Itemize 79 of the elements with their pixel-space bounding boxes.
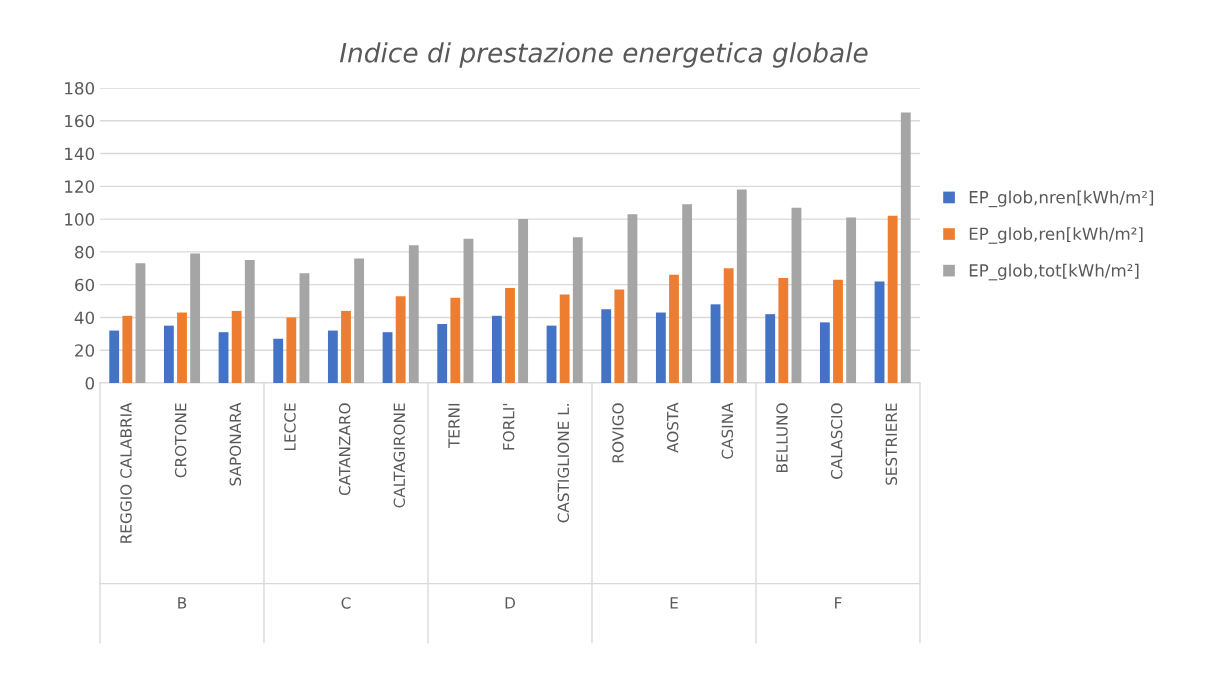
bar <box>395 296 406 383</box>
bar <box>463 238 474 383</box>
bar <box>791 207 802 383</box>
bar <box>874 281 885 383</box>
bar <box>846 217 857 383</box>
legend-label: EP_glob,tot[kWh/m²] <box>969 263 1139 281</box>
bar <box>382 332 393 383</box>
x-tick-label: ROVIGO <box>612 403 624 463</box>
text: C <box>341 597 351 609</box>
bar <box>710 304 721 383</box>
bar <box>341 310 351 383</box>
legend-label: EP_glob,nren[kWh/m²] <box>969 190 1154 208</box>
x-tick-label: CATANZARO <box>338 403 351 496</box>
bar <box>244 260 255 383</box>
text: D <box>505 597 515 609</box>
bar <box>518 219 529 383</box>
bar <box>299 273 310 383</box>
bar <box>408 245 419 383</box>
bar <box>437 324 448 383</box>
y-tick-label: 120 <box>65 180 95 193</box>
bar <box>546 325 557 383</box>
bar <box>723 268 734 383</box>
bar <box>190 253 201 383</box>
y-tick-label: 80 <box>75 245 95 259</box>
bar <box>559 294 570 383</box>
x-tick-label: BELLUNO <box>776 403 788 472</box>
y-tick-label: 60 <box>75 278 95 292</box>
bar <box>354 258 365 383</box>
bar <box>819 322 830 383</box>
chart-title: Indice di prestazione energetica globale <box>339 42 868 68</box>
bar <box>163 325 174 383</box>
x-tick-label: FORLI' <box>502 403 515 450</box>
y-tick-label: 180 <box>65 81 95 95</box>
bar <box>601 309 612 383</box>
x-tick-label: AOSTA <box>666 402 679 453</box>
x-tick-label: CASTIGLIONE L. <box>557 404 570 523</box>
bar <box>286 317 297 383</box>
bar <box>669 274 679 383</box>
x-tick-label: CALASCIO <box>830 403 843 479</box>
bar <box>491 315 502 383</box>
y-tick-label: 140 <box>65 147 95 161</box>
text: E <box>670 597 678 609</box>
bar <box>177 312 187 383</box>
bar <box>109 330 120 383</box>
y-tick-label: 20 <box>75 344 95 357</box>
x-tick-label: CROTONE <box>174 403 187 478</box>
bar <box>765 314 776 383</box>
bar <box>327 330 338 383</box>
bar <box>833 279 843 383</box>
bar <box>572 237 583 383</box>
bar <box>627 214 638 383</box>
bar <box>218 332 229 383</box>
y-tick-label: 100 <box>65 213 95 226</box>
x-tick-label: SESTRIERE <box>885 403 898 485</box>
text: F <box>835 597 842 609</box>
bar <box>273 338 284 383</box>
bar <box>614 289 625 383</box>
x-tick-label: LECCE <box>284 403 296 451</box>
x-tick-label: SAPONARA <box>229 402 242 486</box>
bar <box>778 278 789 383</box>
bar <box>450 297 461 383</box>
bar <box>900 112 911 383</box>
y-tick-label: 160 <box>65 114 95 128</box>
bar <box>736 189 747 383</box>
bar <box>135 263 146 383</box>
bar <box>231 310 242 383</box>
x-tick-label: CASINA <box>721 402 734 459</box>
y-tick-label: 40 <box>74 311 95 325</box>
bar <box>682 204 693 383</box>
bar <box>505 287 515 383</box>
bar <box>122 315 133 383</box>
text: B <box>178 597 187 609</box>
bar <box>655 312 666 383</box>
bar <box>887 215 898 383</box>
x-tick-label: CALTAGIRONE <box>393 403 406 508</box>
legend-label: EP_glob,ren[kWh/m²] <box>969 227 1143 244</box>
y-tick-label: 0 <box>85 376 95 390</box>
x-tick-label: TERNI <box>448 403 460 449</box>
x-tick-label: REGGIO CALABRIA <box>120 402 132 543</box>
